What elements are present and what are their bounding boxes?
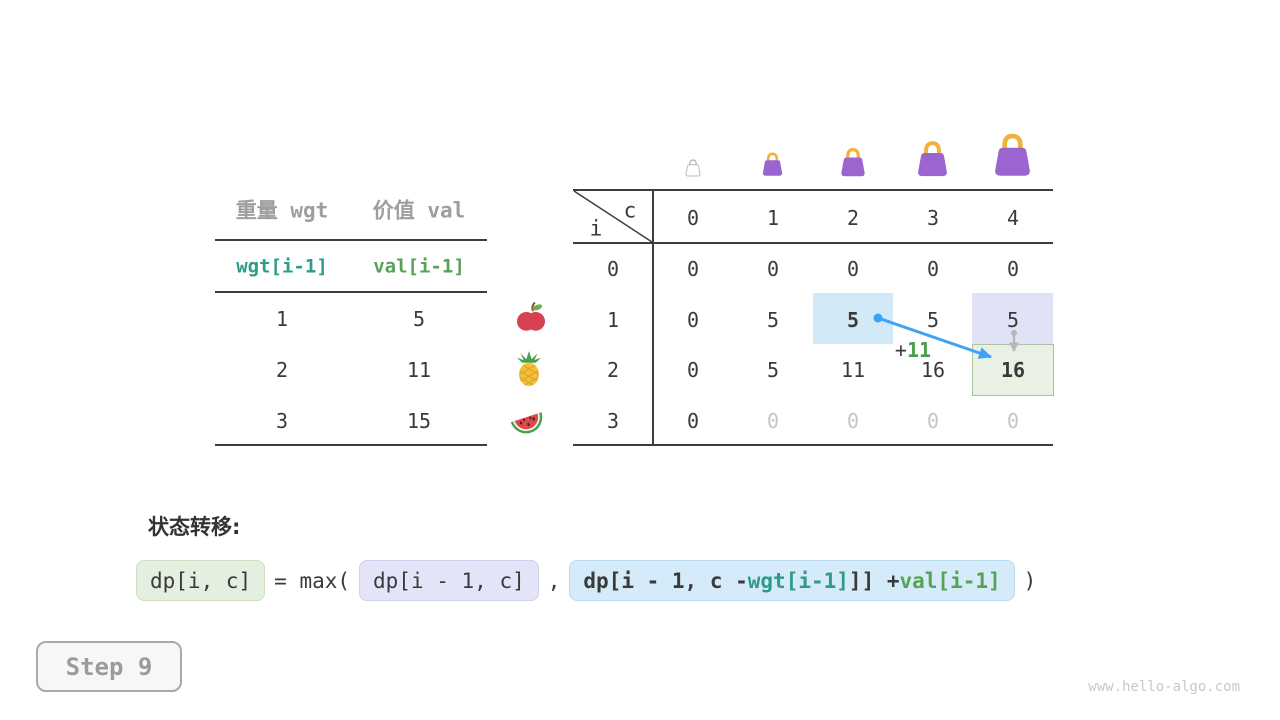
dp-cell-pending: 0 [1006,409,1020,433]
formula-option1-box: dp[i - 1, c] [359,560,539,601]
items-subheader-wgt: wgt[i-1] [236,255,328,278]
dp-col-header: 0 [686,206,700,230]
formula-wgt-term: wgt[i-1] [747,568,849,593]
dp-cell-inherit: 5 [1006,308,1020,332]
dp-cell: 0 [686,409,700,433]
state-transition-label: 状态转移: [148,515,241,539]
items-table-rule [215,239,487,241]
formula-operator: = max( [274,568,351,593]
dp-col-header: 3 [926,206,940,230]
dp-cell: 16 [920,358,946,382]
bag-icon-1 [762,152,783,176]
formula-val-term: val[i-1] [899,568,1001,593]
added-value: 11 [906,338,932,362]
dp-cell-pending: 0 [846,409,860,433]
add-value-annotation: +11 [895,340,931,360]
dp-cell: 5 [766,308,780,332]
dp-corner-row-label: i [589,216,603,241]
items-header-weight: 重量 wgt [235,198,329,223]
item-val-value: 15 [406,409,432,433]
watermark: www.hello-algo.com [1088,679,1240,695]
dp-cell-pending: 0 [766,409,780,433]
corner-diagonal-divider [573,190,653,243]
items-table-rule [215,444,487,446]
dp-col-header: 1 [766,206,780,230]
dp-cell: 0 [926,257,940,281]
formula-lhs-box: dp[i, c] [136,560,266,601]
item-val-value: 5 [412,307,426,331]
item-val-value: 11 [406,358,432,382]
dp-row-label: 2 [606,358,620,382]
bag-icon-3 [918,141,947,177]
watermelon-icon [510,412,543,434]
item-wgt-value: 1 [275,307,289,331]
dp-table-rule [652,189,654,446]
step-badge: Step 9 [36,641,182,692]
dp-cell: 0 [846,257,860,281]
dp-table-rule [573,189,1053,191]
items-header-value: 价值 val [372,198,466,223]
bag-icon-2 [841,148,865,177]
formula-option2-part: dp[i - 1, c - [583,568,748,593]
dp-cell: 0 [686,308,700,332]
dp-cell: 5 [926,308,940,332]
items-table-rule [215,291,487,293]
item-wgt-value: 2 [275,358,289,382]
apple-icon [516,302,546,331]
dp-col-header: 2 [846,206,860,230]
dp-cell: 11 [840,358,866,382]
items-subheader-val: val[i-1] [373,255,465,278]
dp-cell-pending: 0 [926,409,940,433]
dp-row-label: 0 [606,257,620,281]
bag-icon-4 [995,133,1030,176]
dp-cell: 0 [766,257,780,281]
dp-cell: 0 [1006,257,1020,281]
item-wgt-value: 3 [275,409,289,433]
pineapple-icon [516,351,542,387]
dp-col-header: 4 [1006,206,1020,230]
dp-corner-col-label: c [623,198,637,223]
dp-cell: 0 [686,257,700,281]
dp-row-label: 3 [606,409,620,433]
formula-comma: , [547,568,561,593]
dp-cell: 0 [686,358,700,382]
formula-option2-box: dp[i - 1, c - wgt[i-1]]] + val[i-1] [569,560,1015,601]
dp-row-label: 1 [606,308,620,332]
dp-cell: 5 [766,358,780,382]
dp-table-rule [573,444,1053,446]
bag-icon-empty [685,159,701,177]
dp-cell-source: 5 [846,308,860,332]
plus-sign: + [894,338,907,362]
formula-option2-part: ]] + [848,568,900,593]
dp-table-rule [573,242,1053,244]
state-transition-formula: dp[i, c] = max( dp[i - 1, c] , dp[i - 1,… [136,560,1036,601]
dp-cell-current: 16 [1000,358,1026,382]
formula-close-paren: ) [1023,568,1037,593]
